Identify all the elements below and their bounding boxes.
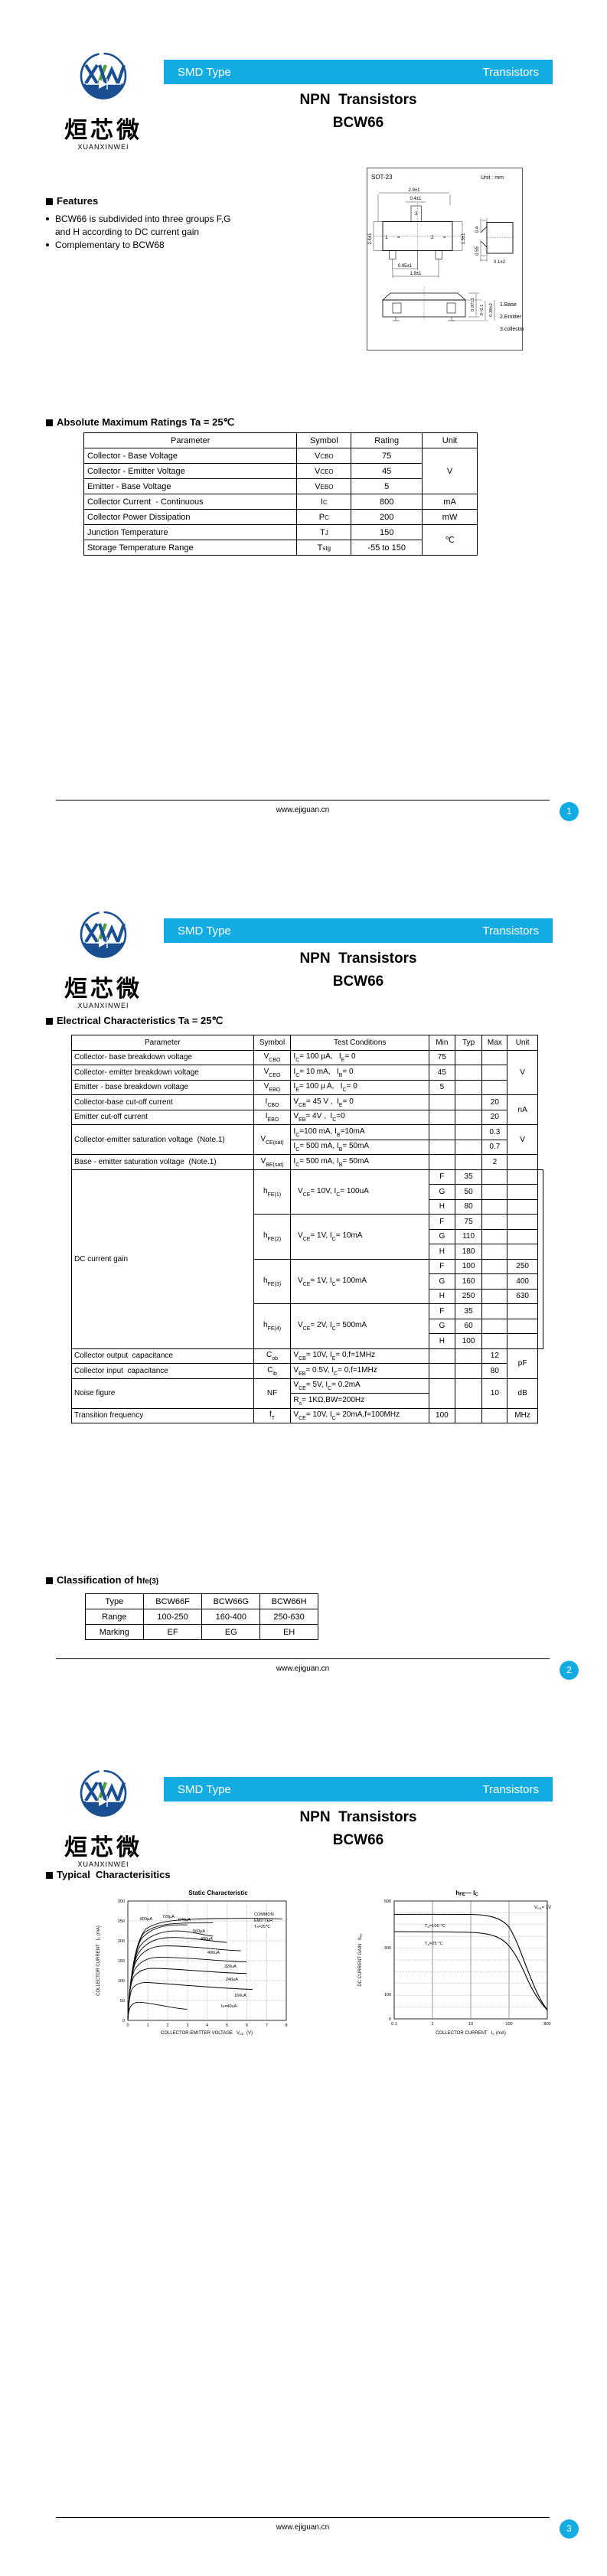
- svg-text:800: 800: [543, 2022, 550, 2027]
- svg-text:160uA: 160uA: [234, 1994, 246, 1998]
- svg-text:1.3±1: 1.3±1: [462, 233, 466, 245]
- svg-text:0.95±1: 0.95±1: [398, 264, 413, 269]
- svg-text:400uA: 400uA: [207, 1951, 220, 1955]
- svg-text:Unit : mm: Unit : mm: [481, 175, 504, 181]
- svg-text:0.38±2: 0.38±2: [489, 303, 494, 317]
- svg-text:320uA: 320uA: [224, 1965, 237, 1969]
- svg-text:0.4±1: 0.4±1: [410, 197, 423, 201]
- svg-text:8: 8: [285, 2023, 287, 2028]
- svg-text:7: 7: [266, 2023, 268, 2028]
- svg-text:250: 250: [118, 1919, 125, 1924]
- svg-text:100: 100: [505, 2022, 512, 2027]
- svg-text:1.Base: 1.Base: [500, 302, 517, 308]
- svg-text:hFE— IC: hFE— IC: [455, 1890, 478, 1897]
- svg-text:150: 150: [118, 1959, 125, 1964]
- svg-text:COMMON: COMMON: [254, 1912, 274, 1917]
- svg-text:480µA: 480µA: [201, 1937, 213, 1942]
- svg-text:Ta=100 °C: Ta=100 °C: [425, 1924, 445, 1929]
- svg-text:0: 0: [122, 2019, 125, 2023]
- svg-text:50: 50: [120, 1999, 125, 2004]
- svg-text:IB=40uA: IB=40uA: [221, 2004, 237, 2009]
- svg-text:0.55: 0.55: [475, 246, 480, 256]
- svg-text:0.4: 0.4: [475, 226, 480, 233]
- svg-text:10: 10: [468, 2022, 473, 2027]
- svg-text:DC CURRENT GAIN hFE: DC CURRENT GAIN hFE: [358, 1933, 363, 1987]
- svg-text:EMITTER: EMITTER: [254, 1919, 272, 1923]
- svg-text:3.collector: 3.collector: [500, 327, 524, 332]
- svg-text:Static Characteristic: Static Characteristic: [188, 1890, 248, 1896]
- svg-text:0.1±2: 0.1±2: [494, 260, 506, 265]
- svg-text:300: 300: [118, 1899, 125, 1904]
- svg-text:1: 1: [385, 235, 388, 240]
- svg-text:=: =: [397, 236, 400, 240]
- svg-text:COLLECTOR CURRENT IC (mA): COLLECTOR CURRENT IC (mA): [436, 2031, 506, 2036]
- svg-text:3: 3: [415, 212, 418, 217]
- svg-text:Ta=25℃: Ta=25℃: [254, 1925, 271, 1929]
- svg-text:6: 6: [246, 2023, 248, 2028]
- svg-text:1: 1: [431, 2022, 433, 2027]
- svg-text:0.1: 0.1: [391, 2022, 397, 2027]
- svg-text:COLLECTOR-EMITTER VOLTAGE VC: COLLECTOR-EMITTER VOLTAGE VCE (V): [161, 2031, 253, 2036]
- svg-text:500: 500: [384, 1899, 391, 1904]
- svg-text:100: 100: [384, 1993, 391, 1997]
- svg-text:2.Emitter: 2.Emitter: [500, 315, 522, 320]
- svg-text:0: 0: [126, 2023, 129, 2028]
- svg-text:1: 1: [146, 2023, 148, 2028]
- svg-text:0.97±1: 0.97±1: [471, 298, 475, 311]
- svg-text:2: 2: [431, 235, 434, 240]
- svg-text:640µA: 640µA: [178, 1918, 191, 1922]
- svg-text:0~0.1: 0~0.1: [480, 305, 485, 316]
- svg-text:2.4±1: 2.4±1: [368, 233, 373, 245]
- svg-text:200: 200: [118, 1939, 125, 1944]
- svg-text:5: 5: [226, 2023, 228, 2028]
- svg-text:720µA: 720µA: [162, 1915, 175, 1919]
- svg-text:300: 300: [384, 1946, 391, 1951]
- svg-text:SOT-23: SOT-23: [371, 174, 393, 181]
- svg-text:2.9±1: 2.9±1: [409, 188, 421, 193]
- svg-text:Ta=25 °C: Ta=25 °C: [425, 1942, 443, 1946]
- svg-text:240uA: 240uA: [226, 1978, 238, 1982]
- svg-text:3: 3: [186, 2023, 188, 2028]
- svg-text:560µA: 560µA: [193, 1929, 205, 1934]
- svg-text:2: 2: [166, 2023, 168, 2028]
- svg-text:1.9±1: 1.9±1: [410, 272, 423, 276]
- svg-text:4: 4: [206, 2023, 208, 2028]
- svg-text:100: 100: [118, 1979, 125, 1984]
- svg-text:800µA: 800µA: [140, 1917, 152, 1922]
- svg-text:VCE= 1V: VCE= 1V: [534, 1906, 551, 1910]
- svg-text:COLLECTOR CURRENT IC (mA): COLLECTOR CURRENT IC (mA): [96, 1925, 101, 1996]
- svg-text:=: =: [443, 236, 446, 240]
